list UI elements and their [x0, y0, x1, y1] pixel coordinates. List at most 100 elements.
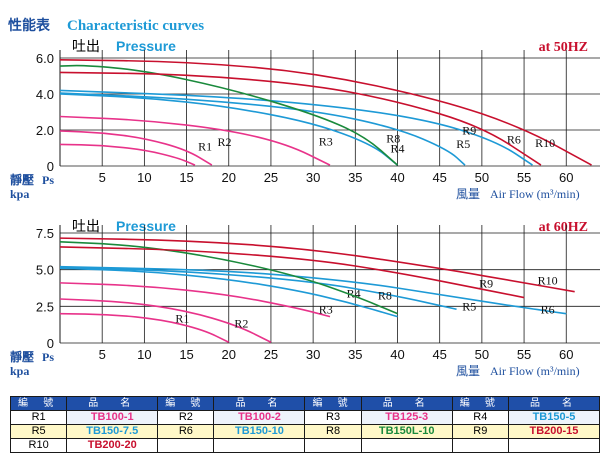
legend-code: R2 — [157, 410, 215, 425]
x-tick-label: 50 — [475, 170, 489, 185]
y-axis-unit-kpa: kpa — [10, 364, 29, 378]
legend-header-row: 編 號品 名編 號品 名編 號品 名編 號品 名 — [9, 396, 601, 411]
y-axis-unit-ps: Ps — [42, 173, 54, 187]
legend-model: TB150-7.5 — [66, 424, 159, 439]
y-tick-label: 0 — [47, 336, 54, 351]
x-tick-label: 30 — [306, 347, 320, 362]
curve-r4 — [59, 267, 398, 318]
x-tick-label: 55 — [517, 170, 531, 185]
y-axis-title-cn: 靜壓 — [10, 349, 34, 364]
x-tick-label: 15 — [179, 347, 193, 362]
legend-model — [507, 438, 601, 453]
curve-r2 — [59, 130, 213, 166]
legend-code: R5 — [9, 424, 68, 439]
y-tick-label: 6.0 — [36, 51, 54, 66]
curve-r8 — [59, 241, 398, 315]
legend-model: TB100-1 — [66, 410, 159, 425]
frequency-label: at 60HZ — [539, 220, 588, 235]
pressure-cn-label: 吐出 — [72, 219, 100, 235]
header-code: 編 號 — [9, 396, 68, 411]
legend-row: R1 TB100-1 R2 TB100-2 R3 TB125-3 R4 TB150-5 — [9, 410, 601, 425]
curve-r4 — [59, 93, 399, 166]
legend-code: R3 — [304, 410, 362, 425]
y-tick-label: 2.5 — [36, 299, 54, 314]
x-tick-label: 60 — [559, 347, 573, 362]
header-model: 品 名 — [213, 396, 306, 411]
x-tick-label: 40 — [390, 170, 404, 185]
chart-50hz: 吐出 Pressure at 50HZ 5 10 15 20 25 30 35 40 45 50 55 60… — [10, 38, 600, 201]
x-tick-label: 30 — [306, 170, 320, 185]
curve-label-r5: R5 — [462, 300, 476, 314]
legend-model: TB200-20 — [66, 438, 159, 453]
header-model: 品 名 — [360, 396, 453, 411]
y-axis-unit-kpa: kpa — [10, 187, 29, 201]
curve-label-r1: R1 — [198, 140, 212, 154]
curve-label-r8: R8 — [378, 289, 392, 303]
x-tick-label: 55 — [517, 347, 531, 362]
legend-model — [360, 438, 453, 453]
en-title: Characteristic curves — [67, 18, 204, 34]
header-code: 編 號 — [157, 396, 215, 411]
y-tick-label: 2.0 — [36, 123, 54, 138]
curve-label-r10: R10 — [538, 273, 558, 287]
curve-r5 — [59, 266, 457, 311]
curve-label-r6: R6 — [507, 133, 521, 147]
y-axis-unit-ps: Ps — [42, 350, 54, 364]
curve-r8 — [59, 64, 399, 166]
x-tick-label: 35 — [348, 170, 362, 185]
curve-r3 — [59, 282, 331, 318]
curve-r9 — [59, 246, 525, 299]
curve-label-r1: R1 — [175, 311, 189, 325]
header-model: 品 名 — [66, 396, 159, 411]
x-tick-label: 25 — [264, 347, 278, 362]
legend-code: R10 — [9, 438, 68, 453]
header-code: 編 號 — [304, 396, 362, 411]
curve-r6 — [59, 265, 567, 315]
legend-row: R10 TB200-20 — [9, 438, 601, 453]
y-tick-label: 7.5 — [36, 226, 54, 241]
pressure-en-label: Pressure — [116, 38, 176, 54]
legend-code: R9 — [451, 424, 509, 439]
x-tick-label: 20 — [222, 170, 236, 185]
curve-label-r3: R3 — [319, 303, 333, 317]
x-tick-label: 45 — [432, 347, 446, 362]
legend-model: TB100-2 — [213, 410, 306, 425]
x-tick-label: 40 — [390, 347, 404, 362]
x-tick-label: 15 — [179, 170, 193, 185]
legend-model: TB150-10 — [213, 424, 306, 439]
curve-r9 — [59, 71, 542, 166]
legend-model: TB150L-10 — [360, 424, 453, 439]
curve-label-r10: R10 — [535, 136, 555, 150]
frequency-label: at 50HZ — [539, 40, 588, 55]
legend-code: R1 — [9, 410, 68, 425]
legend-row: R5 TB150-7.5 R6 TB150-10 R8 TB150L-10 R9 TB200-… — [9, 424, 601, 439]
curve-label-r2: R2 — [218, 135, 232, 149]
curve-label-r9: R9 — [462, 124, 476, 138]
legend-model — [213, 438, 306, 453]
x-axis-title-en: Air Flow (m³/min) — [490, 187, 580, 201]
x-tick-label: 45 — [432, 170, 446, 185]
legend-model: TB150-5 — [507, 410, 601, 425]
curve-r3 — [59, 115, 331, 166]
x-tick-label: 5 — [99, 347, 106, 362]
cn-title: 性能表 — [8, 17, 51, 34]
curve-r2 — [59, 298, 272, 343]
legend-code — [304, 438, 362, 453]
legend-model: TB125-3 — [360, 410, 453, 425]
x-tick-label: 25 — [264, 170, 278, 185]
curve-label-r2: R2 — [234, 317, 248, 331]
y-tick-label: 5.0 — [36, 263, 54, 278]
pressure-cn-label: 吐出 — [72, 39, 100, 55]
legend-code — [157, 438, 215, 453]
x-axis-title-en: Air Flow (m³/min) — [490, 364, 580, 378]
y-tick-label: 0 — [47, 159, 54, 174]
curve-r6 — [59, 89, 533, 166]
curve-label-r9: R9 — [479, 276, 493, 290]
curve-label-r4: R4 — [390, 142, 404, 156]
x-tick-label: 35 — [348, 347, 362, 362]
x-tick-label: 60 — [559, 170, 573, 185]
legend-code: R6 — [157, 424, 215, 439]
curve-label-r5: R5 — [456, 137, 470, 151]
curve-label-r3: R3 — [319, 134, 333, 148]
curve-label-r8: R8 — [386, 132, 400, 146]
